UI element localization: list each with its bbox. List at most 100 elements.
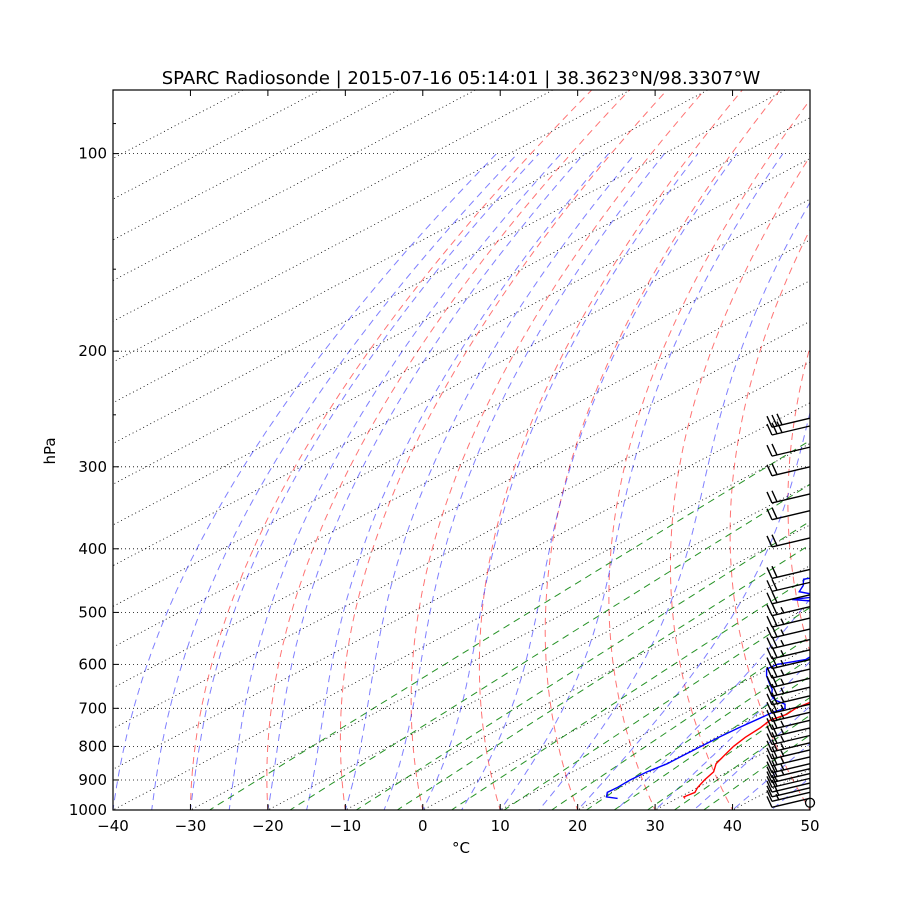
- wind-barb: [766, 760, 811, 774]
- dry-adiabat-line: [844, 52, 900, 824]
- x-tick-label: −10: [330, 817, 362, 835]
- moist-adiabat-line: [538, 201, 810, 810]
- wind-barb: [766, 683, 811, 697]
- background-lines: [113, 52, 900, 824]
- x-tick-label: 30: [646, 817, 665, 835]
- wind-barb: [766, 578, 811, 593]
- moist-adiabat-line: [189, 153, 540, 810]
- plot-frame: [112, 89, 811, 811]
- y-tick-label: 300: [78, 458, 107, 476]
- isotherm-line: [113, 198, 810, 567]
- wind-barb: [766, 708, 811, 723]
- isotherm-line: [113, 90, 787, 444]
- isotherm-line: [113, 320, 810, 689]
- wind-barbs: [766, 413, 816, 809]
- y-tick-label: 400: [78, 540, 107, 558]
- moist-adiabat-line: [577, 410, 810, 810]
- y-tick-label: 900: [78, 771, 107, 789]
- moist-adiabat-line: [693, 705, 810, 810]
- isotherm-line: [267, 524, 810, 810]
- dewpoint-profile-line: [605, 577, 810, 800]
- y-tick-label: 600: [78, 655, 107, 673]
- moist-adiabat-line: [731, 742, 810, 810]
- moist-adiabat-line: [499, 153, 784, 810]
- y-tick-label: 200: [78, 342, 107, 360]
- y-tick-label: 700: [78, 699, 107, 717]
- isotherm-line: [113, 90, 399, 241]
- wind-barb: [766, 739, 811, 753]
- mixing-ratio-line: [503, 606, 810, 810]
- x-tick-label: 10: [491, 817, 510, 835]
- wind-barb: [766, 421, 811, 436]
- dry-adiabat-line: [410, 90, 706, 810]
- axes: −40 −30 −20 −10 0 10 20 30 40 50 100 200 300 400 500 60…: [69, 89, 820, 835]
- x-tick-label: −20: [252, 817, 284, 835]
- wind-barb: [766, 700, 811, 714]
- wind-barb: [766, 603, 811, 617]
- dry-adiabat-line: [729, 228, 810, 810]
- wind-barb: [766, 565, 811, 580]
- mixing-ratio-line: [355, 520, 810, 810]
- moist-adiabat-line: [615, 598, 810, 810]
- wind-barb: [766, 534, 811, 548]
- chart-title: SPARC Radiosonde | 2015-07-16 05:14:01 |…: [162, 68, 761, 89]
- isotherm-line: [654, 728, 810, 810]
- x-tick-label: 20: [568, 817, 587, 835]
- wind-barb: [766, 625, 811, 639]
- wind-barb: [766, 490, 811, 504]
- wind-barb: [766, 636, 811, 650]
- y-axis-label: hPa: [41, 437, 59, 464]
- isotherm-line: [113, 117, 810, 485]
- moist-adiabat-line: [228, 153, 562, 810]
- moist-adiabat-line: [267, 153, 585, 810]
- x-tick-label: −30: [175, 817, 207, 835]
- wind-barb: [766, 796, 811, 809]
- mixing-ratio-line: [646, 696, 810, 810]
- wind-barb: [766, 716, 811, 730]
- sounding-profiles: [605, 577, 810, 800]
- x-tick-label: 0: [418, 817, 428, 835]
- x-axis-label: °C: [452, 839, 470, 857]
- isotherm-line: [576, 687, 810, 810]
- isotherm-line: [113, 361, 810, 730]
- mixing-ratio-line: [289, 483, 810, 810]
- mixing-ratio-line: [450, 575, 810, 810]
- wind-barb: [766, 732, 811, 746]
- dry-adiabat-line: [189, 90, 593, 810]
- moist-adiabat-line: [460, 153, 738, 810]
- moist-adiabat-line: [151, 153, 518, 810]
- pressure-grid: [113, 153, 810, 811]
- wind-barb: [766, 507, 811, 521]
- moist-adiabat-line: [654, 661, 810, 810]
- wind-barb: [766, 692, 811, 706]
- y-tick-label: 800: [78, 737, 107, 755]
- wind-barb: [766, 463, 811, 477]
- moist-adiabat-line: [422, 153, 699, 810]
- temperature-profile-line: [682, 701, 810, 799]
- isotherm-line: [421, 605, 810, 810]
- wind-barb: [766, 746, 811, 760]
- wind-barb: [766, 413, 811, 428]
- isotherm-line: [344, 565, 810, 810]
- mixing-ratio-line: [396, 544, 810, 810]
- dry-adiabat-line: [266, 90, 631, 810]
- wind-barb: [766, 724, 811, 738]
- moist-adiabat-line: [770, 777, 810, 810]
- wind-barb: [766, 443, 811, 457]
- x-tick-label: −40: [97, 817, 129, 835]
- moist-adiabat-line: [306, 153, 610, 810]
- wind-barb: [766, 591, 811, 605]
- isotherm-line: [113, 157, 810, 526]
- x-tick-label: 50: [800, 817, 819, 835]
- y-tick-label: 100: [78, 145, 107, 163]
- y-tick-label: 500: [78, 603, 107, 621]
- isotherm-line: [113, 239, 810, 607]
- mixing-ratio-line: [585, 657, 810, 810]
- dry-adiabat-line: [478, 90, 743, 810]
- wind-barb: [766, 614, 811, 628]
- isotherm-line: [113, 90, 709, 404]
- mixing-ratio-line: [613, 675, 810, 810]
- dry-adiabat-line: [339, 90, 668, 810]
